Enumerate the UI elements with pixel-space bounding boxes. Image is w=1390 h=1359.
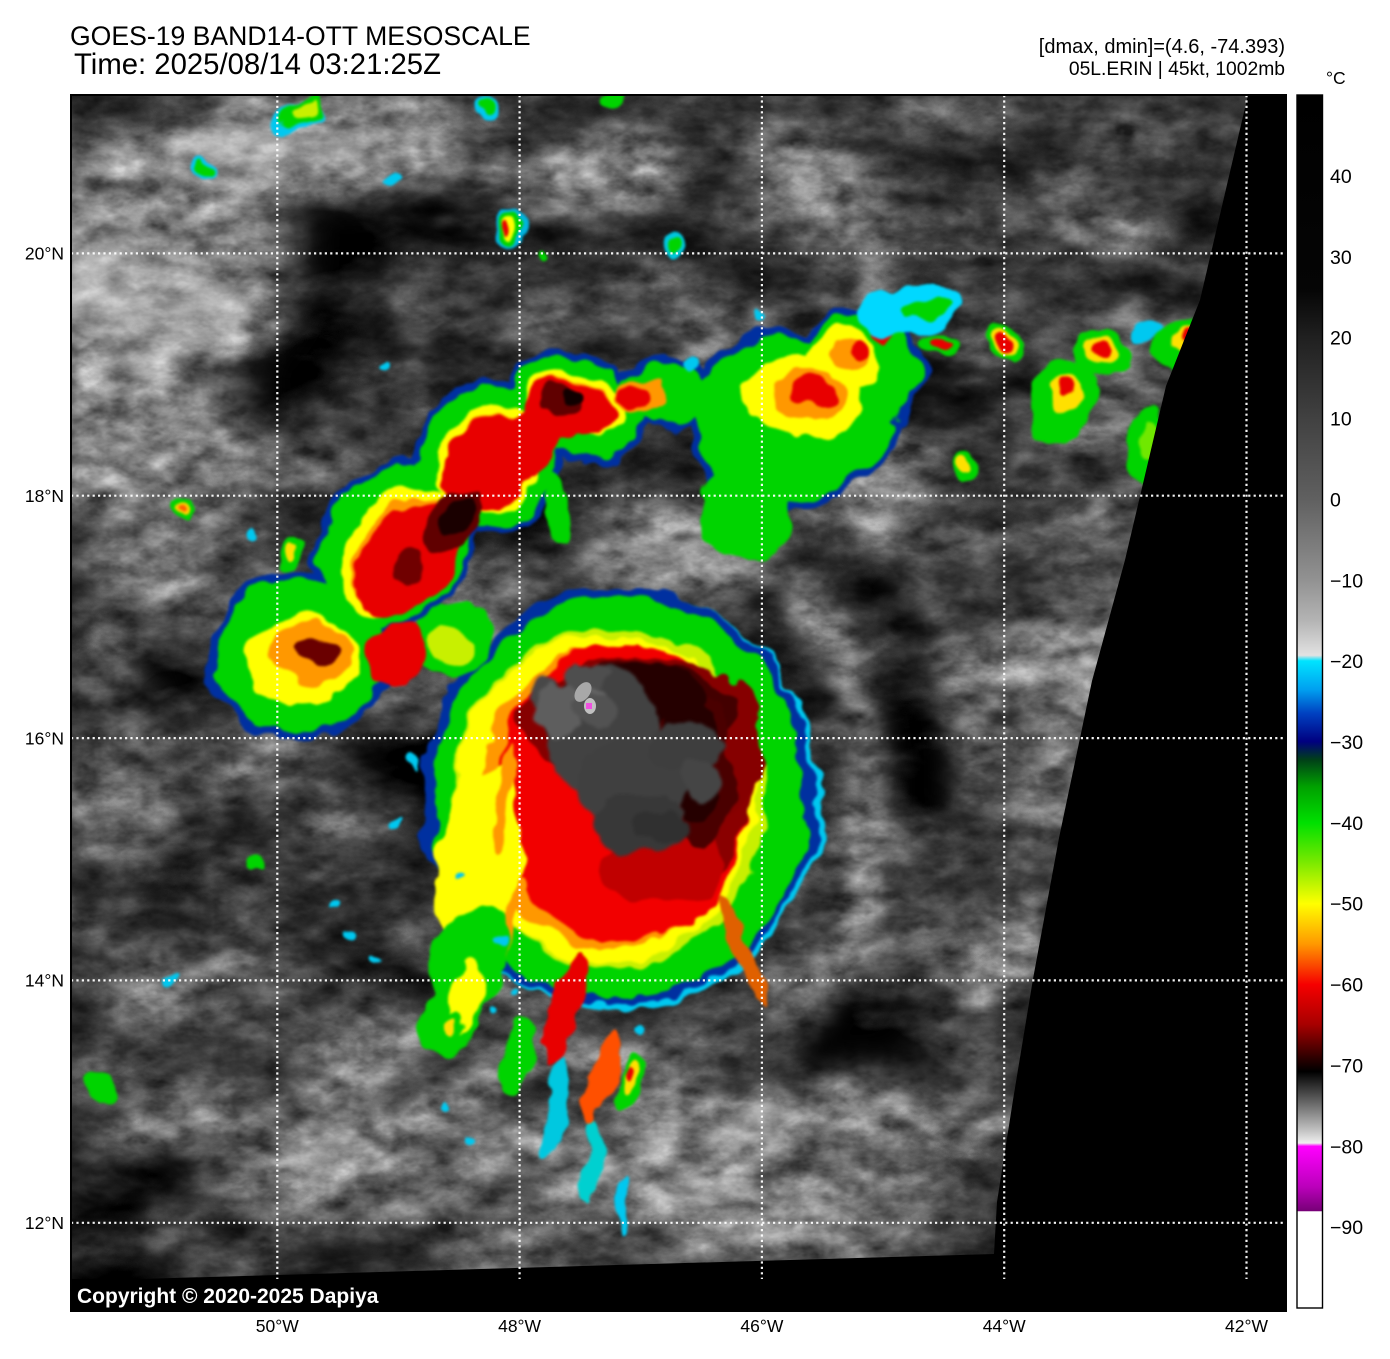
svg-text:30: 30 [1330, 247, 1352, 269]
svg-text:−60: −60 [1330, 975, 1363, 997]
svg-text:−30: −30 [1330, 732, 1363, 754]
svg-text:10: 10 [1330, 409, 1352, 431]
svg-text:44°W: 44°W [983, 1316, 1026, 1336]
svg-text:°C: °C [1326, 68, 1346, 88]
svg-text:−70: −70 [1330, 1056, 1363, 1078]
svg-text:Time: 2025/08/14 03:21:25Z: Time: 2025/08/14 03:21:25Z [74, 48, 441, 81]
svg-text:46°W: 46°W [740, 1316, 783, 1336]
svg-text:Copyright © 2020-2025 Dapiya: Copyright © 2020-2025 Dapiya [77, 1285, 379, 1308]
svg-text:16°N: 16°N [25, 728, 64, 748]
svg-text:−40: −40 [1330, 813, 1363, 835]
svg-text:−50: −50 [1330, 894, 1363, 916]
svg-text:20: 20 [1330, 328, 1352, 350]
svg-text:−10: −10 [1330, 570, 1363, 592]
svg-text:0: 0 [1330, 489, 1341, 511]
svg-text:50°W: 50°W [256, 1316, 299, 1336]
svg-text:14°N: 14°N [25, 971, 64, 991]
svg-text:05L.ERIN | 45kt, 1002mb: 05L.ERIN | 45kt, 1002mb [1069, 59, 1285, 80]
svg-text:−20: −20 [1330, 651, 1363, 673]
svg-text:48°W: 48°W [498, 1316, 541, 1336]
svg-text:40: 40 [1330, 166, 1352, 188]
svg-text:18°N: 18°N [25, 486, 64, 506]
svg-text:GOES-19 BAND14-OTT MESOSCALE: GOES-19 BAND14-OTT MESOSCALE [70, 21, 531, 51]
svg-text:42°W: 42°W [1225, 1316, 1268, 1336]
svg-text:12°N: 12°N [25, 1213, 64, 1233]
svg-text:[dmax, dmin]=(4.6, -74.393): [dmax, dmin]=(4.6, -74.393) [1039, 36, 1285, 58]
svg-text:20°N: 20°N [25, 244, 64, 264]
svg-text:−90: −90 [1330, 1217, 1363, 1239]
svg-text:−80: −80 [1330, 1136, 1363, 1158]
